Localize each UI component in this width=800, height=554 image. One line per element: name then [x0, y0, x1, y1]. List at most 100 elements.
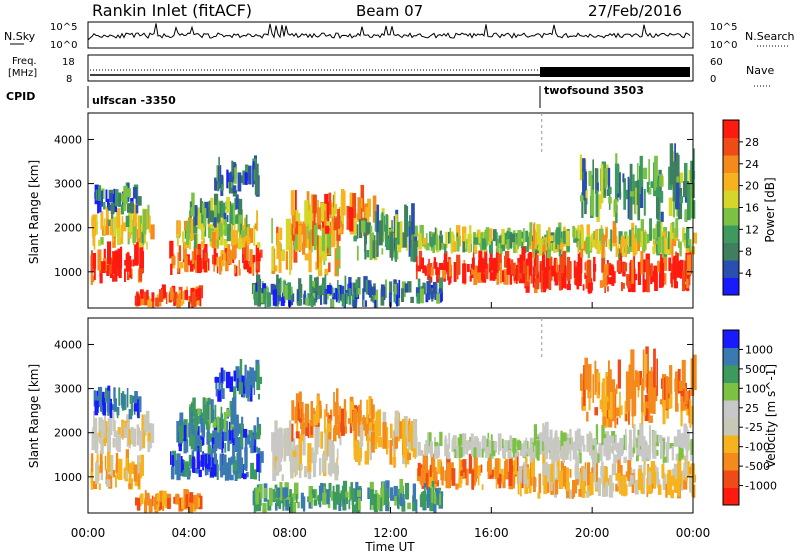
velocity-cell: [249, 440, 251, 448]
velocity-cell: [536, 440, 540, 461]
power-cell: [422, 282, 426, 295]
velocity-cell: [578, 443, 582, 464]
velocity-cell: [575, 455, 580, 464]
velocity-cell: [592, 439, 597, 446]
power-cell: [588, 278, 593, 294]
power-cell: [678, 241, 682, 248]
power-cell: [315, 290, 318, 300]
velocity-cell: [275, 492, 278, 499]
velocity-cell: [190, 411, 194, 431]
power-cell: [590, 178, 594, 201]
station-title: Rankin Inlet (fitACF): [92, 1, 252, 20]
power-cell: [203, 218, 207, 237]
velocity-cell: [329, 445, 332, 477]
power-cell: [307, 216, 309, 245]
velocity-cell: [353, 431, 357, 456]
velocity-cell: [611, 435, 615, 455]
power-cell: [147, 204, 150, 230]
power-cell: [333, 217, 338, 231]
power-cell: [612, 221, 617, 243]
velocity-cell: [256, 378, 261, 391]
velocity-cell: [434, 471, 438, 478]
velocity-cell: [662, 472, 666, 490]
velocity-cell: [690, 405, 694, 425]
power-cell: [98, 239, 101, 246]
power-cell: [674, 152, 679, 184]
power-cell: [631, 259, 634, 284]
power-cell: [140, 292, 144, 299]
power-cell: [473, 240, 478, 254]
power-cell: [425, 233, 428, 245]
power-cell: [389, 281, 393, 295]
power-cell: [255, 244, 260, 261]
power-cell: [214, 177, 217, 191]
power-cell: [396, 294, 399, 307]
power-cell: [674, 281, 678, 289]
power-cell: [225, 261, 229, 272]
velocity-cell: [610, 482, 615, 492]
velocity-cell: [547, 444, 551, 451]
velocity-cell: [371, 440, 375, 453]
power-cell: [679, 172, 684, 183]
velocity-cell: [327, 426, 332, 455]
power-cell: [319, 256, 322, 264]
power-cell: [385, 279, 387, 298]
power-cell: [228, 182, 232, 194]
velocity-cell: [627, 460, 632, 481]
power-cell: [452, 241, 457, 253]
velocity-cell: [208, 433, 213, 442]
power-cell: [254, 163, 259, 185]
power-cell: [204, 252, 208, 261]
velocity-cell: [95, 432, 99, 449]
velocity-cell: [619, 465, 623, 485]
velocity-cell: [487, 455, 492, 475]
power-cell: [657, 178, 660, 194]
velocity-cell: [522, 446, 527, 455]
power-cell: [231, 227, 233, 247]
power-cell: [169, 240, 174, 259]
power-cell: [449, 227, 452, 243]
power-cell: [577, 225, 580, 239]
power-cell: [601, 250, 606, 273]
power-cell: [307, 293, 311, 306]
power-cell: [671, 240, 674, 258]
velocity-cell: [591, 450, 595, 460]
velocity-cell: [512, 480, 515, 489]
velocity-cell: [275, 498, 280, 505]
power-cell: [250, 254, 256, 263]
velocity-cell: [175, 493, 180, 505]
power-cell: [679, 247, 682, 257]
velocity-cell: [437, 459, 442, 474]
power-cell: [315, 261, 318, 270]
power-cell: [178, 245, 182, 262]
power-cell: [369, 232, 373, 261]
power-cell: [522, 274, 527, 284]
power-cell: [212, 211, 215, 227]
velocity-cell: [308, 486, 313, 503]
power-cell: [128, 209, 133, 233]
power-cell: [385, 238, 390, 251]
power-cell: [218, 223, 223, 237]
power-cell: [100, 190, 103, 207]
power-cell: [634, 273, 638, 281]
power-cell: [618, 231, 623, 245]
velocity-cell: [200, 418, 205, 433]
power-cell: [581, 192, 584, 218]
power-cell: [688, 239, 692, 246]
velocity-cell: [254, 491, 256, 510]
power-cell: [523, 228, 525, 243]
velocity-cell: [428, 446, 433, 454]
power-ylabel: Slant Range [km]: [27, 160, 41, 264]
velocity-cell: [617, 457, 621, 476]
velocity-cell: [653, 348, 656, 388]
velocity-cell: [512, 460, 516, 475]
velocity-cell: [663, 377, 666, 405]
velocity-cell: [234, 472, 238, 481]
power-cell: [163, 288, 166, 298]
power-cell: [523, 263, 527, 274]
power-cell: [593, 230, 595, 240]
velocity-cell: [111, 404, 115, 410]
power-cell: [234, 167, 237, 184]
power-cell: [91, 250, 93, 273]
power-cell: [105, 218, 110, 236]
